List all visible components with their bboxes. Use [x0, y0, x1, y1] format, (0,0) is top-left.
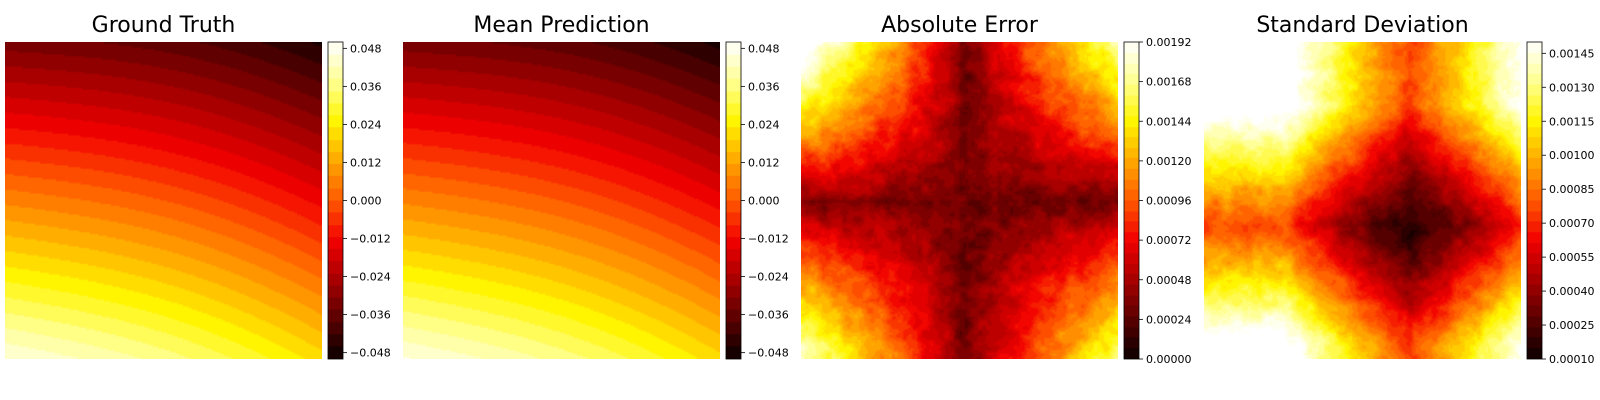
colorbar-tick-label: 0.012: [350, 156, 382, 169]
colorbar-tick-label: 0.00024: [1146, 313, 1192, 326]
colorbar-tick-label: 0.024: [748, 118, 780, 131]
colorbar-tick-label: 0.024: [350, 118, 382, 131]
colorbar-tick-label: 0.00192: [1146, 36, 1192, 49]
colorbar-tick-label: 0.00145: [1549, 47, 1595, 60]
colorbar-tick-label: 0.00120: [1146, 155, 1192, 168]
colorbar: [328, 42, 343, 359]
colorbar-tick-label: 0.00130: [1549, 81, 1595, 94]
panel-standard-deviation: Standard Deviation 0.00010 0.00025 0.00040…: [1204, 13, 1595, 366]
colorbar-tick-label: −0.024: [350, 271, 391, 284]
heatmap-image: [1204, 42, 1521, 359]
colorbar-frame: [1526, 41, 1543, 360]
colorbar-tick-label: 0.000: [748, 195, 780, 208]
panel-title: Absolute Error: [881, 13, 1039, 38]
colorbar-tick-label: −0.012: [748, 233, 789, 246]
colorbar-tick-label: 0.036: [350, 80, 382, 93]
panel-title: Mean Prediction: [473, 13, 649, 38]
colorbar: [1124, 42, 1139, 359]
colorbar-tick-label: 0.048: [748, 42, 780, 55]
colorbar-tick-label: 0.00070: [1549, 217, 1595, 230]
colorbar-tick-label: −0.036: [748, 309, 789, 322]
colorbar-tick-label: 0.00144: [1146, 115, 1192, 128]
colorbar-tick-label: 0.000: [350, 195, 382, 208]
heatmap-image: [403, 42, 720, 359]
colorbar-tick-label: 0.00055: [1549, 251, 1595, 264]
colorbar: [726, 42, 741, 359]
colorbar-tick-label: −0.012: [350, 233, 391, 246]
panel-title: Standard Deviation: [1256, 13, 1468, 38]
colorbar-tick-label: 0.012: [748, 156, 780, 169]
colorbar-tick-label: 0.00010: [1549, 353, 1595, 366]
colorbar-tick-label: 0.00025: [1549, 319, 1595, 332]
panel-absolute-error: Absolute Error 0.00000 0.00024 0.00048 0.00…: [801, 13, 1192, 366]
colorbar-tick-label: 0.00168: [1146, 76, 1192, 89]
colorbar-tick-label: 0.048: [350, 42, 382, 55]
colorbar-tick-label: 0.00048: [1146, 274, 1192, 287]
colorbar-tick-label: 0.00115: [1549, 115, 1595, 128]
colorbar-tick-label: 0.00100: [1549, 149, 1595, 162]
colorbar-tick-label: 0.036: [748, 80, 780, 93]
heatmap-image: [801, 42, 1118, 359]
heatmap-image: [5, 42, 322, 359]
colorbar-tick-label: 0.00072: [1146, 234, 1192, 247]
colorbar-tick-label: 0.00040: [1549, 285, 1595, 298]
colorbar-tick-label: 0.00085: [1549, 183, 1595, 196]
colorbar-tick-label: −0.036: [350, 309, 391, 322]
panel-title: Ground Truth: [92, 13, 236, 38]
colorbar-tick-label: −0.048: [748, 347, 789, 360]
colorbar-tick-label: 0.00096: [1146, 195, 1192, 208]
colorbar-tick-label: −0.024: [748, 271, 789, 284]
panel-mean-prediction: Mean Prediction −0.048 −0.036 −0.024 −0.012…: [403, 13, 789, 360]
colorbar: [1527, 42, 1542, 359]
colorbar-tick-label: 0.00000: [1146, 353, 1192, 366]
colorbar-tick-label: −0.048: [350, 347, 391, 360]
panel-ground-truth: Ground Truth −0.048 −0.036 −0.024 −0.012 0.0…: [5, 13, 391, 360]
